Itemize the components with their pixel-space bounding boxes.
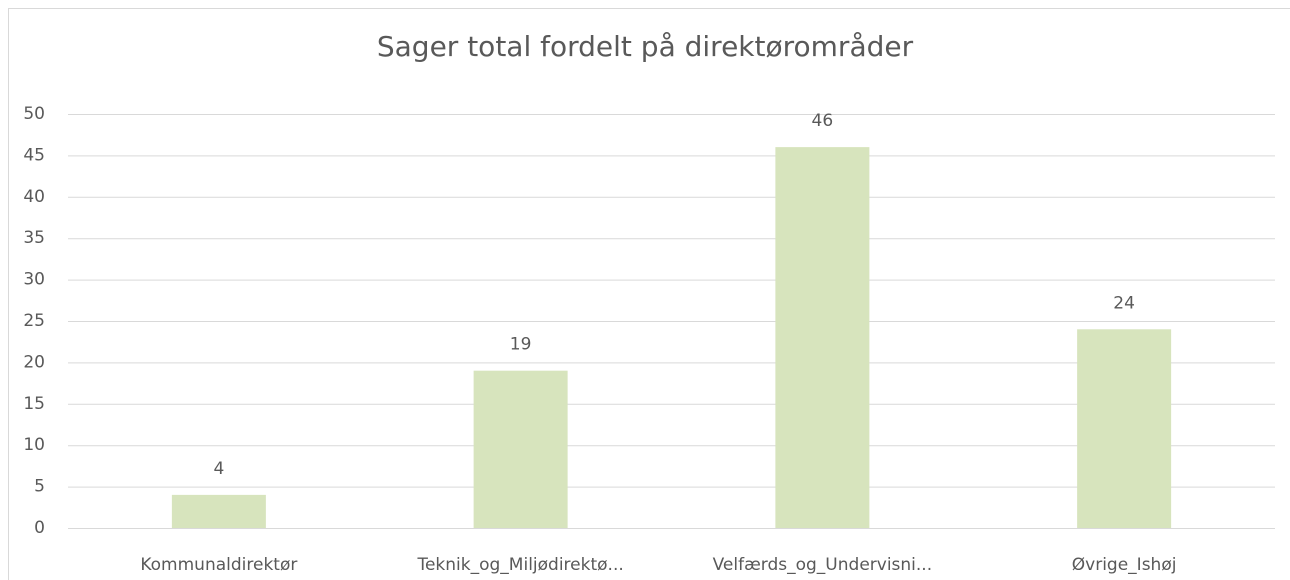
y-tick-label: 0 (34, 518, 45, 538)
data-label: 4 (213, 459, 224, 479)
x-tick-label: Velfærds_og_Undervisni... (713, 555, 933, 575)
bar (473, 370, 568, 528)
y-tick-label: 30 (23, 270, 45, 290)
y-tick-label: 35 (23, 228, 45, 248)
x-tick-label: Øvrige_Ishøj (1072, 555, 1177, 575)
x-tick-label: Teknik_og_Miljødirektø... (416, 555, 623, 575)
y-tick-label: 5 (34, 477, 45, 497)
y-tick-label: 15 (23, 394, 45, 414)
y-tick-label: 50 (23, 104, 45, 124)
y-tick-label: 45 (23, 145, 45, 165)
chart-title: Sager total fordelt på direktørområder (377, 30, 914, 63)
y-tick-label: 25 (23, 311, 45, 331)
data-label: 19 (510, 335, 532, 355)
y-tick-label: 20 (23, 352, 45, 372)
chart-border (8, 8, 1290, 580)
y-tick-label: 40 (23, 187, 45, 207)
x-tick-label: Kommunaldirektør (140, 555, 297, 575)
bar (775, 147, 870, 528)
y-tick-label: 10 (23, 435, 45, 455)
data-label: 24 (1113, 293, 1135, 313)
bar (1077, 329, 1172, 528)
data-label: 46 (812, 111, 834, 131)
bar (171, 494, 266, 528)
